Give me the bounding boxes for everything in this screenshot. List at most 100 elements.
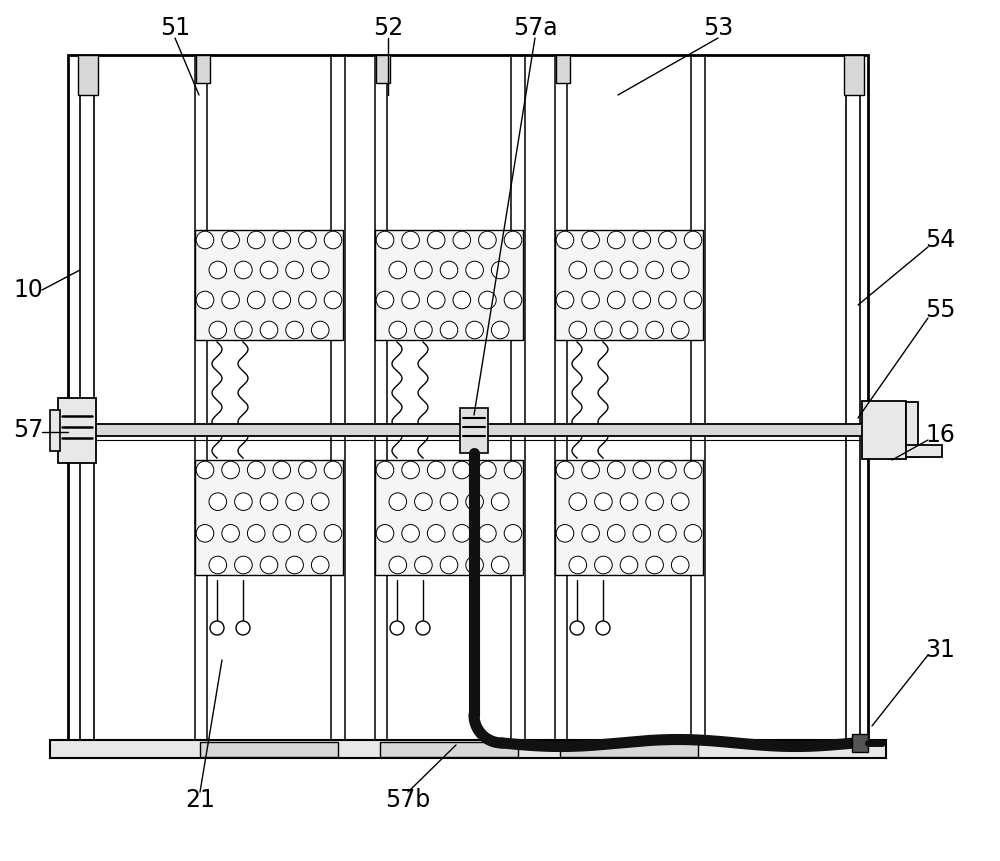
Circle shape <box>556 291 574 309</box>
Circle shape <box>684 291 702 309</box>
Bar <box>560 742 698 757</box>
Circle shape <box>376 461 394 479</box>
Circle shape <box>324 461 342 479</box>
Circle shape <box>491 492 509 511</box>
Text: 16: 16 <box>925 423 955 447</box>
Circle shape <box>595 556 612 573</box>
Circle shape <box>222 524 239 542</box>
Circle shape <box>671 492 689 511</box>
Circle shape <box>504 461 522 479</box>
Circle shape <box>504 291 522 309</box>
Bar <box>906 402 918 457</box>
Text: 55: 55 <box>925 298 955 322</box>
Text: 57a: 57a <box>513 16 557 40</box>
Circle shape <box>466 261 483 279</box>
Text: 10: 10 <box>13 278 43 302</box>
Text: 51: 51 <box>160 16 190 40</box>
Bar <box>196 55 210 83</box>
Circle shape <box>582 524 599 542</box>
Circle shape <box>633 232 651 249</box>
Text: 52: 52 <box>373 16 403 40</box>
Text: 21: 21 <box>185 788 215 812</box>
Circle shape <box>210 621 224 635</box>
Circle shape <box>596 621 610 635</box>
Circle shape <box>286 261 303 279</box>
Circle shape <box>222 461 239 479</box>
Circle shape <box>209 492 227 511</box>
Circle shape <box>260 321 278 338</box>
Bar <box>556 55 570 83</box>
Circle shape <box>415 492 432 511</box>
Circle shape <box>607 461 625 479</box>
Circle shape <box>324 524 342 542</box>
Circle shape <box>646 261 663 279</box>
Circle shape <box>595 492 612 511</box>
Circle shape <box>299 291 316 309</box>
Bar <box>200 742 338 757</box>
Circle shape <box>299 232 316 249</box>
Circle shape <box>376 524 394 542</box>
Circle shape <box>247 524 265 542</box>
Circle shape <box>416 621 430 635</box>
Circle shape <box>222 232 239 249</box>
Circle shape <box>235 556 252 573</box>
Circle shape <box>595 261 612 279</box>
Circle shape <box>311 261 329 279</box>
Circle shape <box>620 321 638 338</box>
Circle shape <box>466 492 483 511</box>
Circle shape <box>286 492 303 511</box>
Bar <box>906 445 942 457</box>
Bar <box>78 55 98 95</box>
Circle shape <box>595 321 612 338</box>
Circle shape <box>684 461 702 479</box>
Bar <box>376 55 390 83</box>
Circle shape <box>415 261 432 279</box>
Circle shape <box>247 291 265 309</box>
Bar <box>50 740 886 758</box>
Bar <box>50 410 60 451</box>
Circle shape <box>427 232 445 249</box>
Circle shape <box>684 524 702 542</box>
Circle shape <box>196 291 214 309</box>
Bar <box>844 55 864 95</box>
Circle shape <box>684 232 702 249</box>
Circle shape <box>376 232 394 249</box>
Bar <box>862 401 906 459</box>
Circle shape <box>415 321 432 338</box>
Circle shape <box>235 321 252 338</box>
Circle shape <box>324 291 342 309</box>
Circle shape <box>466 321 483 338</box>
Circle shape <box>324 232 342 249</box>
Circle shape <box>646 321 663 338</box>
Circle shape <box>620 261 638 279</box>
Circle shape <box>453 291 471 309</box>
Circle shape <box>196 461 214 479</box>
Circle shape <box>671 556 689 573</box>
Bar <box>555 460 703 575</box>
Circle shape <box>299 524 316 542</box>
Circle shape <box>556 524 574 542</box>
Circle shape <box>633 291 651 309</box>
Circle shape <box>402 461 419 479</box>
Circle shape <box>273 461 291 479</box>
Bar <box>375 230 523 340</box>
Text: 57: 57 <box>13 418 43 442</box>
Circle shape <box>427 524 445 542</box>
Circle shape <box>235 261 252 279</box>
Circle shape <box>247 232 265 249</box>
Circle shape <box>582 232 599 249</box>
Bar <box>852 734 868 752</box>
Circle shape <box>607 232 625 249</box>
Circle shape <box>646 556 663 573</box>
Circle shape <box>260 556 278 573</box>
Circle shape <box>311 556 329 573</box>
Circle shape <box>491 321 509 338</box>
Bar <box>68 424 868 436</box>
Circle shape <box>453 461 471 479</box>
Circle shape <box>260 492 278 511</box>
Circle shape <box>440 261 458 279</box>
Circle shape <box>402 291 419 309</box>
Circle shape <box>582 291 599 309</box>
Circle shape <box>222 291 239 309</box>
Circle shape <box>671 321 689 338</box>
